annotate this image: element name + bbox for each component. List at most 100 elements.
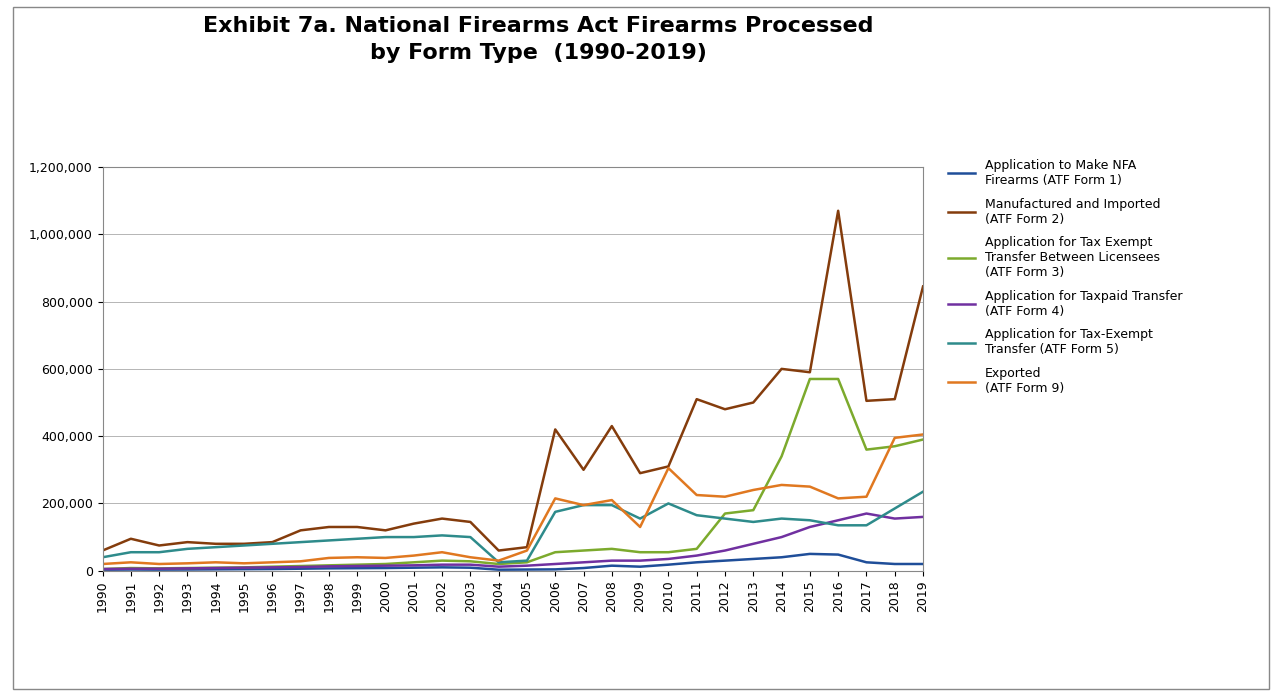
Application for Tax Exempt
Transfer Between Licensees
(ATF Form 3) bbox=[463, 557, 478, 565]
Application to Make NFA
Firearms (ATF Form 1) bbox=[491, 566, 506, 574]
Application to Make NFA
Firearms (ATF Form 1) bbox=[378, 564, 394, 572]
Application for Taxpaid Transfer
(ATF Form 4) bbox=[378, 562, 394, 570]
Application for Tax Exempt
Transfer Between Licensees
(ATF Form 3) bbox=[123, 564, 138, 572]
Application to Make NFA
Firearms (ATF Form 1) bbox=[236, 565, 251, 574]
Manufactured and Imported
(ATF Form 2) bbox=[576, 466, 591, 474]
Application to Make NFA
Firearms (ATF Form 1) bbox=[915, 560, 931, 568]
Exported
(ATF Form 9) bbox=[887, 434, 903, 442]
Application to Make NFA
Firearms (ATF Form 1) bbox=[208, 565, 223, 574]
Exported
(ATF Form 9) bbox=[632, 523, 647, 531]
Application for Tax-Exempt
Transfer (ATF Form 5) bbox=[378, 533, 394, 541]
Exported
(ATF Form 9) bbox=[660, 464, 676, 473]
Exported
(ATF Form 9) bbox=[831, 494, 846, 503]
Manufactured and Imported
(ATF Form 2) bbox=[803, 368, 818, 377]
Application for Tax Exempt
Transfer Between Licensees
(ATF Form 3) bbox=[264, 562, 279, 571]
Application for Tax Exempt
Transfer Between Licensees
(ATF Form 3) bbox=[151, 564, 167, 573]
Exported
(ATF Form 9) bbox=[576, 501, 591, 509]
Application for Taxpaid Transfer
(ATF Form 4) bbox=[576, 558, 591, 567]
Manufactured and Imported
(ATF Form 2) bbox=[435, 514, 450, 523]
Application to Make NFA
Firearms (ATF Form 1) bbox=[350, 564, 365, 572]
Manufactured and Imported
(ATF Form 2) bbox=[292, 526, 308, 535]
Application to Make NFA
Firearms (ATF Form 1) bbox=[688, 558, 704, 567]
Application for Tax Exempt
Transfer Between Licensees
(ATF Form 3) bbox=[322, 561, 337, 569]
Manufactured and Imported
(ATF Form 2) bbox=[491, 546, 506, 555]
Application to Make NFA
Firearms (ATF Form 1) bbox=[604, 562, 619, 570]
Application for Tax-Exempt
Transfer (ATF Form 5) bbox=[803, 516, 818, 525]
Application for Taxpaid Transfer
(ATF Form 4) bbox=[632, 557, 647, 565]
Application for Tax-Exempt
Transfer (ATF Form 5) bbox=[491, 558, 506, 567]
Exported
(ATF Form 9) bbox=[746, 486, 762, 494]
Application for Tax Exempt
Transfer Between Licensees
(ATF Form 3) bbox=[831, 374, 846, 383]
Manufactured and Imported
(ATF Form 2) bbox=[378, 526, 394, 535]
Application for Tax-Exempt
Transfer (ATF Form 5) bbox=[435, 531, 450, 539]
Application for Tax Exempt
Transfer Between Licensees
(ATF Form 3) bbox=[547, 548, 563, 556]
Application for Tax-Exempt
Transfer (ATF Form 5) bbox=[463, 533, 478, 541]
Manufactured and Imported
(ATF Form 2) bbox=[519, 543, 535, 551]
Manufactured and Imported
(ATF Form 2) bbox=[406, 519, 422, 528]
Application for Tax-Exempt
Transfer (ATF Form 5) bbox=[831, 521, 846, 530]
Application for Tax-Exempt
Transfer (ATF Form 5) bbox=[208, 543, 223, 551]
Exported
(ATF Form 9) bbox=[435, 548, 450, 556]
Exported
(ATF Form 9) bbox=[378, 554, 394, 562]
Application for Taxpaid Transfer
(ATF Form 4) bbox=[435, 560, 450, 569]
Manufactured and Imported
(ATF Form 2) bbox=[179, 538, 195, 546]
Application for Tax-Exempt
Transfer (ATF Form 5) bbox=[746, 518, 762, 526]
Exported
(ATF Form 9) bbox=[292, 557, 308, 565]
Application for Tax Exempt
Transfer Between Licensees
(ATF Form 3) bbox=[208, 564, 223, 572]
Exported
(ATF Form 9) bbox=[718, 493, 733, 501]
Exported
(ATF Form 9) bbox=[350, 553, 365, 562]
Application for Tax-Exempt
Transfer (ATF Form 5) bbox=[774, 514, 790, 523]
Application for Tax-Exempt
Transfer (ATF Form 5) bbox=[95, 553, 110, 562]
Application for Tax Exempt
Transfer Between Licensees
(ATF Form 3) bbox=[350, 560, 365, 569]
Application for Tax Exempt
Transfer Between Licensees
(ATF Form 3) bbox=[803, 374, 818, 383]
Manufactured and Imported
(ATF Form 2) bbox=[688, 395, 704, 404]
Application for Tax-Exempt
Transfer (ATF Form 5) bbox=[236, 541, 251, 550]
Manufactured and Imported
(ATF Form 2) bbox=[632, 469, 647, 477]
Application for Tax Exempt
Transfer Between Licensees
(ATF Form 3) bbox=[604, 545, 619, 553]
Manufactured and Imported
(ATF Form 2) bbox=[123, 535, 138, 543]
Exported
(ATF Form 9) bbox=[688, 491, 704, 499]
Exported
(ATF Form 9) bbox=[264, 558, 279, 567]
Exported
(ATF Form 9) bbox=[123, 558, 138, 567]
Application for Tax-Exempt
Transfer (ATF Form 5) bbox=[915, 487, 931, 496]
Application to Make NFA
Firearms (ATF Form 1) bbox=[831, 551, 846, 559]
Application for Tax Exempt
Transfer Between Licensees
(ATF Form 3) bbox=[519, 558, 535, 567]
Application for Tax Exempt
Transfer Between Licensees
(ATF Form 3) bbox=[236, 563, 251, 571]
Manufactured and Imported
(ATF Form 2) bbox=[350, 523, 365, 531]
Line: Application for Tax Exempt
Transfer Between Licensees
(ATF Form 3): Application for Tax Exempt Transfer Betw… bbox=[103, 379, 923, 569]
Application for Tax Exempt
Transfer Between Licensees
(ATF Form 3) bbox=[859, 445, 874, 454]
Application for Tax-Exempt
Transfer (ATF Form 5) bbox=[660, 499, 676, 507]
Application for Taxpaid Transfer
(ATF Form 4) bbox=[803, 523, 818, 531]
Application for Tax-Exempt
Transfer (ATF Form 5) bbox=[547, 507, 563, 516]
Application for Tax-Exempt
Transfer (ATF Form 5) bbox=[632, 514, 647, 523]
Application for Tax-Exempt
Transfer (ATF Form 5) bbox=[123, 548, 138, 556]
Application for Tax Exempt
Transfer Between Licensees
(ATF Form 3) bbox=[378, 560, 394, 568]
Manufactured and Imported
(ATF Form 2) bbox=[887, 395, 903, 404]
Application for Tax-Exempt
Transfer (ATF Form 5) bbox=[576, 501, 591, 509]
Application to Make NFA
Firearms (ATF Form 1) bbox=[887, 560, 903, 568]
Application for Taxpaid Transfer
(ATF Form 4) bbox=[718, 546, 733, 555]
Exported
(ATF Form 9) bbox=[406, 551, 422, 560]
Exported
(ATF Form 9) bbox=[179, 559, 195, 567]
Application for Taxpaid Transfer
(ATF Form 4) bbox=[519, 562, 535, 570]
Line: Manufactured and Imported
(ATF Form 2): Manufactured and Imported (ATF Form 2) bbox=[103, 211, 923, 551]
Application for Tax-Exempt
Transfer (ATF Form 5) bbox=[887, 505, 903, 513]
Application for Tax-Exempt
Transfer (ATF Form 5) bbox=[519, 557, 535, 565]
Application for Taxpaid Transfer
(ATF Form 4) bbox=[491, 562, 506, 571]
Application for Tax Exempt
Transfer Between Licensees
(ATF Form 3) bbox=[718, 509, 733, 518]
Exported
(ATF Form 9) bbox=[803, 482, 818, 491]
Application to Make NFA
Firearms (ATF Form 1) bbox=[151, 565, 167, 574]
Application to Make NFA
Firearms (ATF Form 1) bbox=[123, 565, 138, 574]
Manufactured and Imported
(ATF Form 2) bbox=[463, 518, 478, 526]
Application for Tax Exempt
Transfer Between Licensees
(ATF Form 3) bbox=[179, 564, 195, 572]
Application to Make NFA
Firearms (ATF Form 1) bbox=[576, 564, 591, 572]
Exported
(ATF Form 9) bbox=[491, 557, 506, 565]
Manufactured and Imported
(ATF Form 2) bbox=[151, 541, 167, 550]
Application for Tax Exempt
Transfer Between Licensees
(ATF Form 3) bbox=[406, 558, 422, 567]
Application for Tax Exempt
Transfer Between Licensees
(ATF Form 3) bbox=[915, 436, 931, 444]
Application for Tax Exempt
Transfer Between Licensees
(ATF Form 3) bbox=[746, 506, 762, 514]
Exported
(ATF Form 9) bbox=[519, 546, 535, 555]
Application for Taxpaid Transfer
(ATF Form 4) bbox=[350, 562, 365, 570]
Application to Make NFA
Firearms (ATF Form 1) bbox=[774, 553, 790, 562]
Application for Tax Exempt
Transfer Between Licensees
(ATF Form 3) bbox=[491, 560, 506, 568]
